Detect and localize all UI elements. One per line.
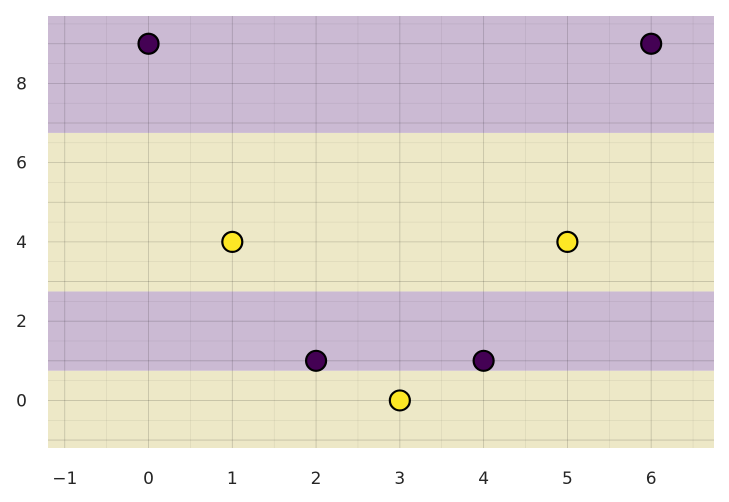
data-point-5 (472, 349, 495, 372)
data-point-4 (304, 349, 328, 372)
region-band-0 (48, 370, 714, 448)
region-band-2 (48, 132, 714, 292)
region-band-3 (48, 16, 714, 133)
x-tick-label: 1 (227, 469, 238, 489)
region-band-1 (48, 291, 714, 371)
x-tick-label: 2 (311, 469, 322, 489)
y-tick-label: 4 (16, 233, 27, 253)
data-point-0 (137, 32, 160, 55)
x-tick-label: 0 (143, 469, 154, 489)
x-tick-label: 5 (562, 469, 573, 489)
y-tick-label: 0 (16, 391, 27, 411)
x-tick-label: 6 (646, 469, 657, 489)
y-tick-label: 8 (16, 74, 27, 94)
data-point-1 (640, 32, 663, 55)
x-tick-label: 4 (478, 469, 489, 489)
y-axis-ticks: 0 2 4 6 8 (16, 74, 27, 411)
data-point-3 (556, 230, 579, 254)
data-points (137, 32, 663, 412)
y-tick-label: 2 (16, 312, 27, 332)
x-tick-label: 3 (394, 469, 405, 489)
data-point-2 (221, 230, 244, 254)
y-tick-label: 6 (16, 154, 27, 174)
data-point-6 (388, 389, 411, 412)
x-axis-ticks: −1 0 1 2 3 4 5 6 (52, 469, 656, 489)
x-tick-label: −1 (52, 469, 77, 489)
grid-lines (48, 16, 714, 448)
decision-regions (48, 16, 714, 448)
